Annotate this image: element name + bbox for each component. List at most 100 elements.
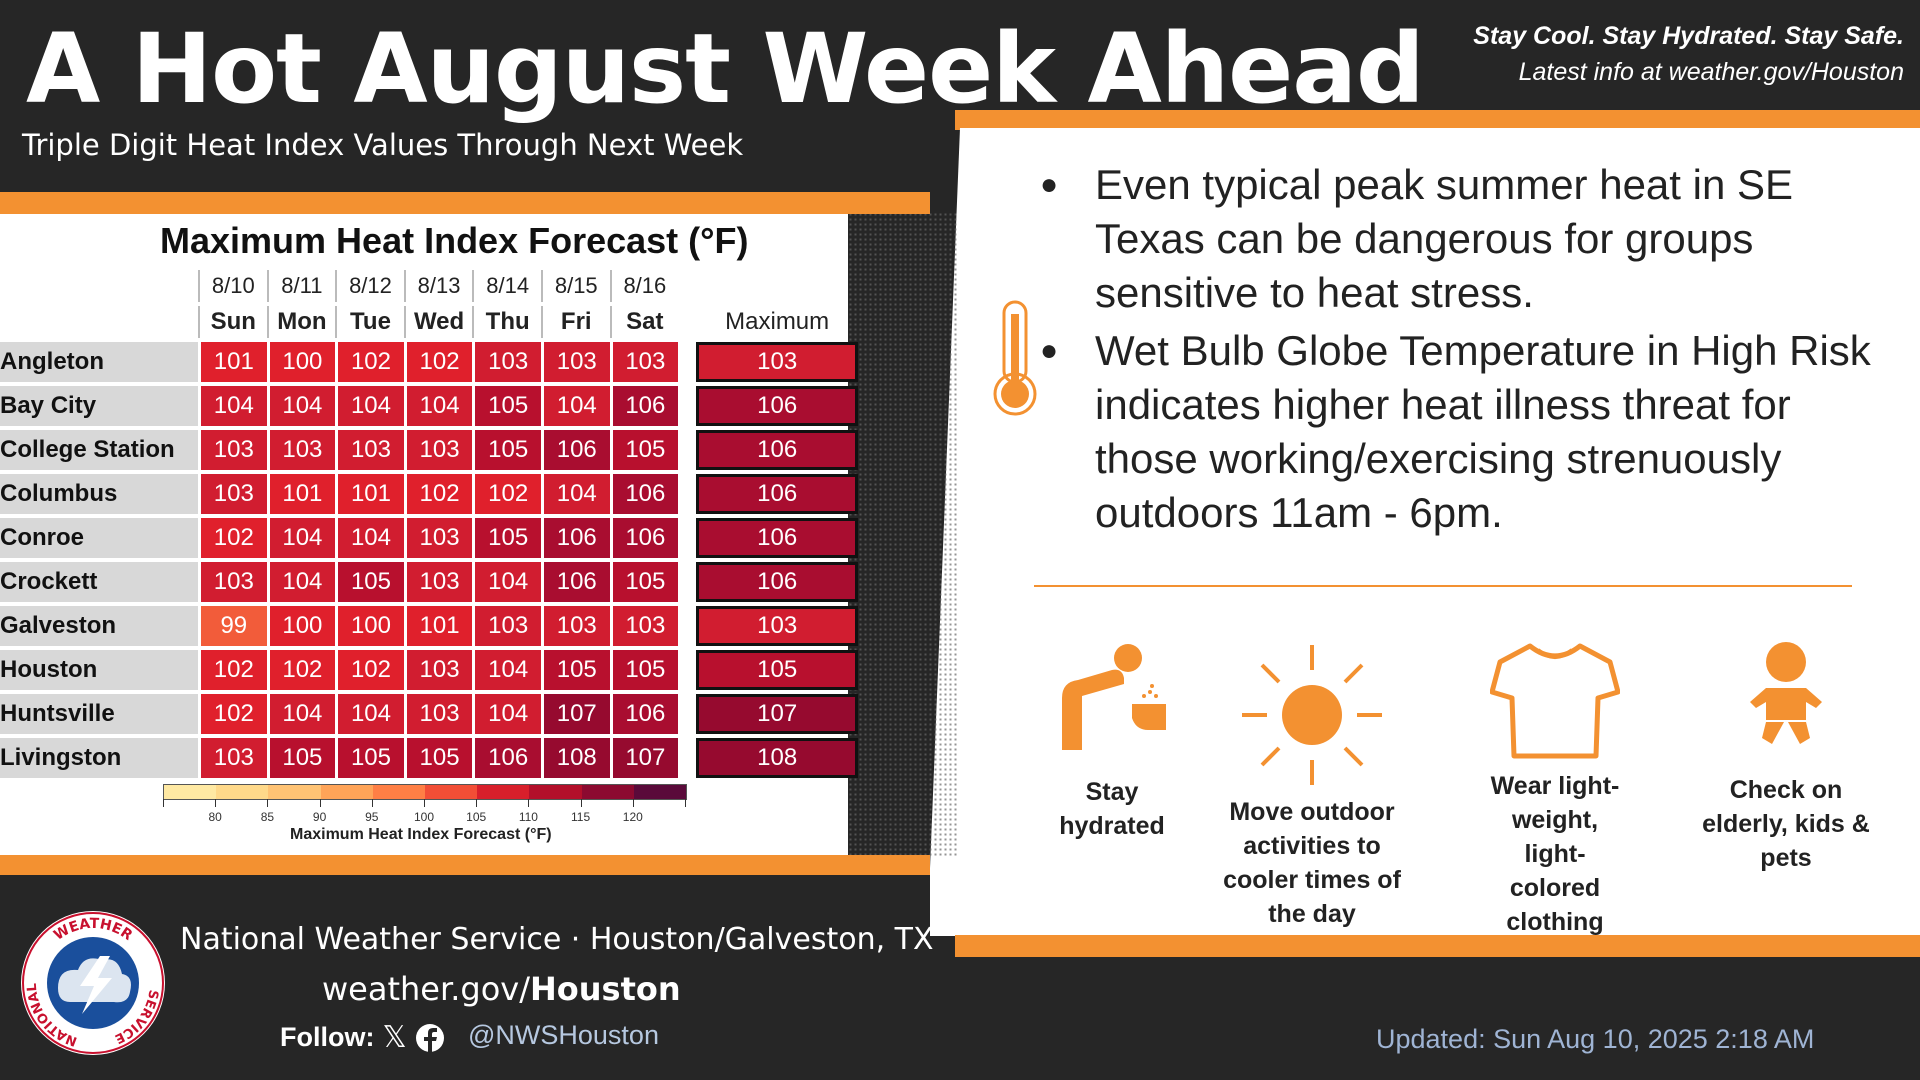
social-handle[interactable]: @NWSHouston — [468, 1020, 659, 1050]
accent-bar-left-bottom — [0, 855, 930, 875]
heat-index-cell: 103 — [335, 430, 404, 470]
scale-swatch — [320, 785, 373, 799]
max-cell: 103 — [696, 342, 859, 382]
scale-swatch — [372, 785, 426, 799]
header-day: Sat — [609, 306, 679, 338]
heat-index-cell: 100 — [266, 606, 336, 646]
heat-index-cell: 106 — [540, 518, 610, 558]
scale-tick-label: 100 — [413, 810, 435, 824]
heat-index-cell: 104 — [335, 694, 404, 734]
heat-index-cell: 105 — [609, 650, 679, 690]
bullet-item: ● Even typical peak summer heat in SE Tex… — [1040, 158, 1890, 320]
drinking-fountain-icon — [1062, 644, 1166, 750]
section-divider — [1034, 585, 1852, 587]
heat-index-cell: 101 — [403, 606, 473, 646]
tip-clothing: Wear light-weight, light-colored clothin… — [1455, 640, 1655, 939]
heat-index-cell: 102 — [198, 694, 267, 734]
scale-tick-label: 80 — [208, 810, 222, 824]
bullet-text: Even typical peak summer heat in SE Texa… — [1095, 161, 1794, 316]
heat-index-cell: 103 — [472, 342, 541, 382]
heat-index-cell: 105 — [335, 738, 404, 778]
scale-swatch — [216, 785, 269, 799]
heat-index-table: 8/10 8/11 8/12 8/13 8/14 8/15 8/16 Sun Mon Tue Wed… — [0, 266, 859, 782]
heat-index-cell: 100 — [266, 342, 336, 382]
tip-label: Move outdoor activities to cooler times … — [1223, 798, 1401, 928]
heat-index-cell: 99 — [198, 606, 267, 646]
heat-index-cell: 102 — [403, 342, 473, 382]
tshirt-icon — [1489, 643, 1621, 759]
tip-label: Stay hydrated — [1059, 778, 1165, 840]
max-cell: 103 — [696, 606, 859, 646]
scale-swatch — [425, 785, 478, 799]
follow-row: Follow: 𝕏 — [280, 1020, 445, 1055]
bullet-list: ● Even typical peak summer heat in SE Tex… — [1040, 158, 1890, 544]
heat-index-cell: 104 — [472, 694, 541, 734]
heat-index-cell: 104 — [540, 474, 610, 514]
table-row: Crockett 103 104 105 103 104 106 105 106 — [0, 562, 859, 602]
footer-site-link[interactable]: weather.gov/Houston — [322, 970, 681, 1008]
heat-index-cell: 104 — [266, 518, 336, 558]
heat-index-cell: 103 — [266, 430, 336, 470]
scale-tick — [267, 799, 269, 807]
sun-icon — [1242, 645, 1382, 785]
max-cell: 107 — [696, 694, 859, 734]
heat-index-cell: 102 — [403, 474, 473, 514]
heat-index-cell: 106 — [540, 430, 610, 470]
heat-index-cell: 103 — [472, 606, 541, 646]
city-name: Conroe — [0, 518, 198, 558]
heat-index-cell: 106 — [540, 562, 610, 602]
heat-index-cell: 103 — [609, 606, 679, 646]
latest-info-link[interactable]: Latest info at weather.gov/Houston — [1518, 58, 1904, 86]
heat-index-cell: 103 — [198, 474, 267, 514]
x-icon[interactable]: 𝕏 — [382, 1021, 407, 1054]
table-row: Columbus 103 101 101 102 102 104 106 106 — [0, 474, 859, 514]
scale-tick — [528, 799, 530, 807]
tagline: Stay Cool. Stay Hydrated. Stay Safe. — [1473, 22, 1904, 50]
tip-hydrate: Stay hydrated — [1012, 640, 1212, 843]
page-subtitle: Triple Digit Heat Index Values Through N… — [22, 128, 744, 162]
scale-swatch — [529, 785, 582, 799]
header-day: Mon — [266, 306, 336, 338]
heat-index-cell: 104 — [540, 386, 610, 426]
city-name: Livingston — [0, 738, 198, 778]
header-day: Sun — [198, 306, 267, 338]
bullet-text: Wet Bulb Globe Temperature in High Risk … — [1095, 327, 1871, 536]
info-panel — [930, 128, 1920, 936]
header-day: Wed — [403, 306, 473, 338]
page-title: A Hot August Week Ahead — [26, 13, 1425, 125]
heat-index-cell: 104 — [266, 386, 336, 426]
max-cell: 106 — [696, 430, 859, 470]
scale-tick — [371, 799, 373, 807]
table-row: Bay City 104 104 104 104 105 104 106 106 — [0, 386, 859, 426]
heat-index-cell: 104 — [472, 650, 541, 690]
heat-index-cell: 102 — [472, 474, 541, 514]
heat-index-cell: 103 — [198, 430, 267, 470]
heat-index-cell: 105 — [609, 430, 679, 470]
heat-index-cell: 102 — [335, 650, 404, 690]
heat-index-cell: 104 — [335, 386, 404, 426]
header-date: 8/10 — [198, 270, 267, 302]
heat-index-cell: 102 — [198, 650, 267, 690]
table-row: Galveston 99 100 100 101 103 103 103 103 — [0, 606, 859, 646]
accent-bar-right-bottom — [955, 935, 1920, 957]
heat-index-cell: 105 — [472, 518, 541, 558]
heat-index-cell: 105 — [266, 738, 336, 778]
heat-index-cell: 101 — [335, 474, 404, 514]
heat-index-cell: 102 — [198, 518, 267, 558]
table-row: Angleton 101 100 102 102 103 103 103 103 — [0, 342, 859, 382]
heat-index-cell: 103 — [540, 606, 610, 646]
max-cell: 106 — [696, 562, 859, 602]
scale-tick-label: 90 — [312, 810, 327, 824]
heat-index-cell: 103 — [540, 342, 610, 382]
facebook-icon[interactable] — [415, 1023, 445, 1053]
scale-swatch — [477, 785, 530, 799]
header-day: Thu — [472, 306, 541, 338]
scale-tick — [685, 799, 686, 807]
heat-index-cell: 102 — [266, 650, 336, 690]
header-date: 8/12 — [335, 270, 404, 302]
heat-index-cell: 105 — [472, 430, 541, 470]
heat-index-cell: 105 — [609, 562, 679, 602]
scale-tick-label: 115 — [571, 810, 591, 824]
max-cell: 106 — [696, 518, 859, 558]
heat-index-cell: 103 — [403, 694, 473, 734]
